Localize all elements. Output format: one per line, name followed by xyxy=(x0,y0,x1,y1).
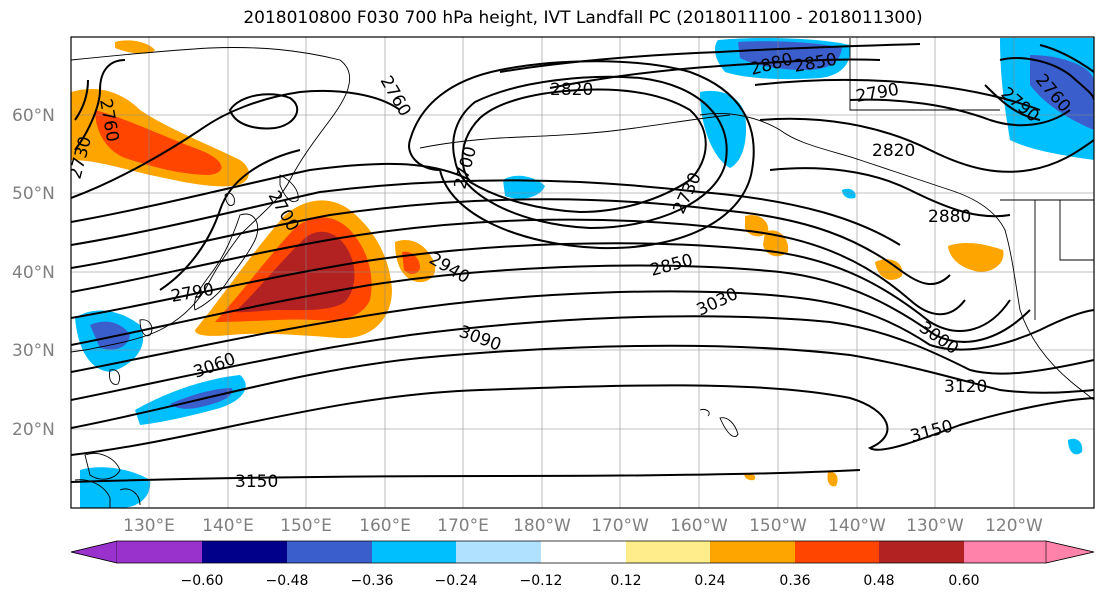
contour-label: 3150 xyxy=(235,472,278,492)
ivt-negative-region xyxy=(1068,438,1083,455)
colorbar-outline xyxy=(70,540,1095,564)
lon-label: 180°W xyxy=(513,516,571,536)
lon-label: 160°E xyxy=(359,516,411,536)
colorbar-segment xyxy=(202,541,287,563)
ivt-positive-region xyxy=(948,243,1004,272)
ivt-shading-layer xyxy=(71,37,1094,508)
colorbar-segment xyxy=(287,541,372,563)
colorbar-segment xyxy=(372,541,456,563)
colorbar-tick-label: 0.48 xyxy=(863,573,894,589)
colorbar-ticks: −0.60 −0.48 −0.36 −0.24 −0.12 0.12 0.24 … xyxy=(181,573,980,589)
contour-label: 2880 xyxy=(928,207,971,227)
ivt-negative-region xyxy=(1030,55,1094,130)
colorbar-tick-label: −0.60 xyxy=(181,573,224,589)
colorbar-tick-label: 0.60 xyxy=(948,573,979,589)
ivt-positive-region xyxy=(827,471,838,487)
ivt-negative-region xyxy=(842,188,856,199)
colorbar-tick-label: −0.12 xyxy=(520,573,563,589)
lon-label: 170°W xyxy=(591,516,649,536)
chart-title: 2018010800 F030 700 hPa height, IVT Land… xyxy=(243,8,923,28)
lon-label: 120°W xyxy=(985,516,1043,536)
height-contours xyxy=(71,43,1094,483)
ivt-positive-region xyxy=(402,251,420,274)
coastlines xyxy=(71,38,1094,508)
ivt-positive-region xyxy=(875,259,903,280)
lat-label: 50°N xyxy=(12,184,55,204)
colorbar-segment xyxy=(541,541,626,563)
lon-label: 130°E xyxy=(123,516,175,536)
colorbar-segment xyxy=(795,541,879,563)
ivt-positive-region xyxy=(95,110,222,175)
lat-label: 40°N xyxy=(12,263,55,283)
colorbar-tick-label: −0.24 xyxy=(435,573,478,589)
colorbar-tick-label: 0.36 xyxy=(779,573,810,589)
lon-label: 170°E xyxy=(437,516,489,536)
colorbar-segment xyxy=(117,541,202,563)
latitude-labels: 60°N 50°N 40°N 30°N 20°N xyxy=(12,106,55,440)
lon-label: 150°E xyxy=(280,516,332,536)
colorbar-segment xyxy=(626,541,710,563)
ivt-negative-region xyxy=(80,467,151,508)
colorbar-segment xyxy=(456,541,541,563)
contour-label: 2820 xyxy=(550,80,593,100)
lon-label: 150°W xyxy=(749,516,807,536)
colorbar-extend-high xyxy=(1045,540,1095,564)
lon-label: 130°W xyxy=(906,516,964,536)
lon-label: 160°W xyxy=(670,516,728,536)
colorbar-tick-label: −0.48 xyxy=(266,573,309,589)
longitude-labels: 130°E 140°E 150°E 160°E 170°E 180°W 170°… xyxy=(123,516,1043,536)
map-frame xyxy=(70,36,1095,509)
contour-label: 2820 xyxy=(872,141,915,161)
colorbar-tick-label: 0.24 xyxy=(694,573,725,589)
colorbar-segment xyxy=(710,541,795,563)
colorbar: −0.60 −0.48 −0.36 −0.24 −0.12 0.12 0.24 … xyxy=(70,540,1095,589)
colorbar-segment xyxy=(879,541,964,563)
map-gridlines xyxy=(71,37,1094,508)
colorbar-tick-label: 0.12 xyxy=(610,573,641,589)
lon-label: 140°E xyxy=(202,516,254,536)
ivt-positive-region xyxy=(115,40,155,54)
lon-label: 140°W xyxy=(828,516,886,536)
contour-label: 3120 xyxy=(944,377,987,397)
lat-label: 60°N xyxy=(12,106,55,126)
lat-label: 20°N xyxy=(12,420,55,440)
colorbar-tick-label: −0.36 xyxy=(351,573,394,589)
colorbar-extend-low xyxy=(70,540,118,564)
colorbar-segment xyxy=(964,541,1046,563)
lat-label: 30°N xyxy=(12,341,55,361)
